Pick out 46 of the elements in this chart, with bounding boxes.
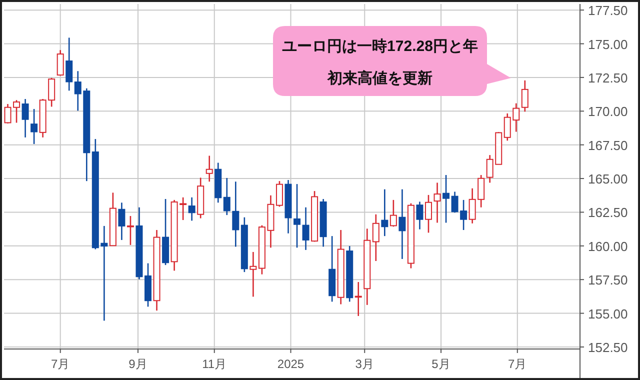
candlestick	[320, 198, 327, 248]
candlestick	[381, 188, 388, 237]
x-tick-label: 11月	[202, 357, 227, 371]
candlestick	[416, 201, 424, 230]
y-tick-label: 170.00	[588, 104, 628, 120]
y-tick-label: 160.00	[588, 238, 628, 254]
candlestick	[294, 183, 301, 248]
candlestick	[434, 182, 441, 224]
candlestick	[302, 206, 310, 251]
candlestick	[398, 188, 406, 260]
y-tick-label: 175.00	[588, 36, 628, 52]
x-tick-label: 5月	[432, 357, 450, 371]
candlestick	[442, 174, 450, 224]
x-tick-label: 2025	[277, 357, 304, 371]
candlestick	[118, 202, 126, 241]
candlestick	[346, 245, 354, 302]
candlestick	[364, 228, 371, 306]
candlestick	[284, 179, 292, 234]
candlestick	[337, 229, 344, 305]
y-tick-label: 165.00	[588, 172, 628, 187]
candlestick	[206, 155, 213, 182]
candlestick	[136, 206, 143, 280]
candlestick	[22, 98, 29, 138]
candlestick	[223, 177, 230, 216]
y-tick-label: 162.50	[588, 205, 628, 220]
candlestick	[354, 281, 362, 317]
candlestick	[126, 215, 134, 246]
candlestick	[372, 214, 380, 262]
y-tick-label: 172.50	[588, 70, 628, 86]
y-tick-label: 155.00	[588, 306, 628, 322]
x-tick-label: 3月	[355, 357, 374, 371]
x-tick-label: 7月	[508, 357, 527, 371]
y-tick-label: 167.50	[588, 138, 628, 153]
x-tick-label: 9月	[128, 357, 148, 371]
candlestick	[30, 108, 38, 145]
y-tick-label: 152.50	[588, 340, 628, 355]
x-tick-label: 7月	[51, 357, 70, 371]
annotation: ユーロ円は一時172.28円と年初来高値を更新	[282, 38, 478, 87]
candlestick	[232, 180, 240, 248]
candlestick	[214, 162, 222, 204]
y-tick-label: 157.50	[588, 272, 628, 288]
candlestick	[188, 196, 196, 222]
candlestick	[66, 37, 73, 92]
candlestick	[153, 229, 160, 312]
y-tick-label: 177.50	[588, 3, 628, 18]
candlestick	[250, 251, 257, 298]
